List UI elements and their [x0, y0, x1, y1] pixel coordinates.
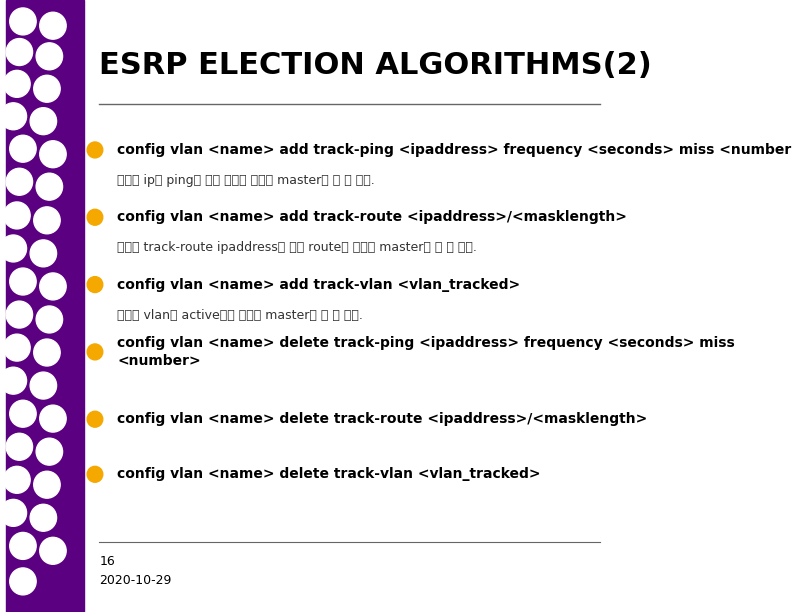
Circle shape [30, 240, 56, 267]
Circle shape [10, 568, 36, 595]
Text: 2020-10-29: 2020-10-29 [99, 573, 172, 587]
Text: config vlan <name> delete track-ping <ipaddress> frequency <seconds> miss
<numbe: config vlan <name> delete track-ping <ip… [117, 336, 735, 368]
Text: config vlan <name> add track-route <ipaddress>/<masklength>: config vlan <name> add track-route <ipad… [117, 211, 627, 224]
Text: config vlan <name> add track-vlan <vlan_tracked>: config vlan <name> add track-vlan <vlan_… [117, 278, 520, 291]
Circle shape [10, 532, 36, 559]
Text: config vlan <name> add track-ping <ipaddress> frequency <seconds> miss <number>: config vlan <name> add track-ping <ipadd… [117, 143, 792, 157]
Circle shape [87, 466, 103, 482]
Circle shape [87, 344, 103, 360]
Text: ESRP ELECTION ALGORITHMS(2): ESRP ELECTION ALGORITHMS(2) [99, 51, 652, 80]
Circle shape [40, 12, 67, 39]
Circle shape [87, 142, 103, 158]
Circle shape [87, 411, 103, 427]
Circle shape [10, 400, 36, 427]
Circle shape [34, 471, 60, 498]
Circle shape [40, 273, 67, 300]
Circle shape [10, 268, 36, 295]
Circle shape [0, 499, 27, 526]
Circle shape [34, 339, 60, 366]
Circle shape [36, 173, 63, 200]
Circle shape [6, 301, 32, 328]
Text: 지정된 vlan이 active되지 안으면 master가 될 수 없다.: 지정된 vlan이 active되지 안으면 master가 될 수 없다. [117, 308, 363, 322]
Circle shape [36, 438, 63, 465]
Circle shape [87, 209, 103, 225]
Circle shape [30, 108, 56, 135]
Circle shape [4, 202, 30, 229]
Circle shape [6, 433, 32, 460]
Circle shape [6, 39, 32, 65]
Circle shape [87, 277, 103, 293]
Text: config vlan <name> delete track-route <ipaddress>/<masklength>: config vlan <name> delete track-route <i… [117, 412, 647, 426]
Circle shape [30, 372, 56, 399]
Circle shape [34, 75, 60, 102]
Circle shape [0, 235, 27, 262]
Circle shape [4, 70, 30, 97]
Circle shape [0, 367, 27, 394]
Circle shape [30, 504, 56, 531]
Bar [6, 0, 84, 612]
Circle shape [4, 334, 30, 361]
Circle shape [34, 207, 60, 234]
Text: 지정된 ip로 ping을 쳐서 응답이 없으면 master가 될 수 없다.: 지정된 ip로 ping을 쳐서 응답이 없으면 master가 될 수 없다. [117, 174, 375, 187]
Circle shape [40, 141, 67, 168]
Circle shape [36, 43, 63, 70]
Circle shape [6, 168, 32, 195]
Circle shape [4, 466, 30, 493]
Circle shape [40, 537, 67, 564]
Text: 지정된 track-route ipaddress에 대한 route가 없으면 master가 될 수 없다.: 지정된 track-route ipaddress에 대한 route가 없으면… [117, 241, 477, 255]
Text: config vlan <name> delete track-vlan <vlan_tracked>: config vlan <name> delete track-vlan <vl… [117, 468, 541, 481]
Circle shape [36, 306, 63, 333]
Circle shape [40, 405, 67, 432]
Circle shape [10, 8, 36, 35]
Circle shape [0, 103, 27, 130]
Circle shape [10, 135, 36, 162]
Text: 16: 16 [99, 555, 115, 569]
